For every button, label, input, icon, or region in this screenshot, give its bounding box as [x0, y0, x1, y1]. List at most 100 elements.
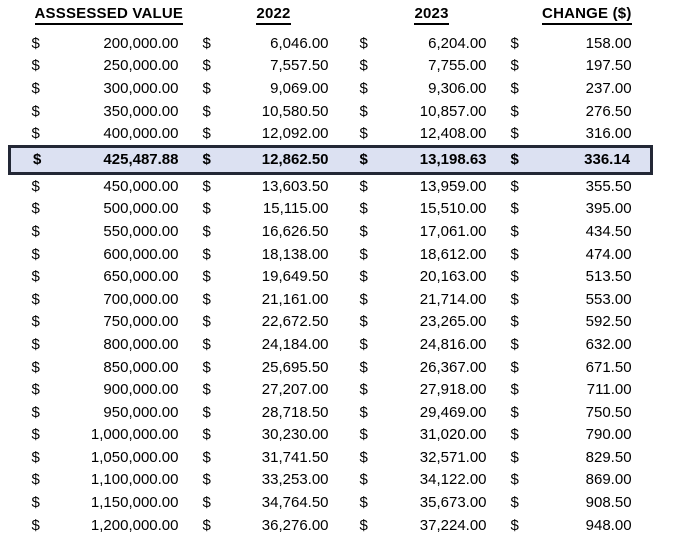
- currency-symbol: $: [31, 313, 40, 331]
- change-cell: 908.50: [585, 494, 632, 512]
- currency-symbol: $: [510, 403, 519, 421]
- currency-symbol: $: [510, 471, 519, 489]
- assessed-cell: 500,000.00: [103, 200, 179, 218]
- assessed-cell: 250,000.00: [103, 57, 179, 75]
- assessed-cell: 400,000.00: [103, 125, 179, 143]
- currency-symbol: $: [510, 381, 519, 399]
- currency-symbol: $: [202, 79, 211, 97]
- table-row: $500,000.00 $15,115.00 $15,510.00 $395.00: [10, 198, 652, 221]
- table-row: $300,000.00 $9,069.00 $9,306.00 $237.00: [10, 77, 652, 100]
- table-row: $800,000.00 $24,184.00 $24,816.00 $632.00: [10, 333, 652, 356]
- y2023-cell: 35,673.00: [419, 494, 487, 512]
- currency-symbol: $: [359, 245, 368, 263]
- y2022-cell: 12,862.50: [216, 144, 329, 175]
- y2022-cell: 18,138.00: [261, 245, 329, 263]
- currency-symbol: $: [359, 79, 368, 97]
- currency-symbol: $: [202, 200, 211, 218]
- assessed-value-tax-table: ASSSESSED VALUE 2022 2023 CHANGE ($) $20…: [8, 5, 654, 537]
- currency-symbol: $: [510, 79, 519, 97]
- change-cell: 276.50: [585, 102, 632, 120]
- currency-symbol: $: [31, 516, 40, 534]
- y2022-cell: 28,718.50: [261, 403, 329, 421]
- table-row: $1,000,000.00 $30,230.00 $31,020.00 $790.00: [10, 424, 652, 447]
- currency-symbol: $: [31, 200, 40, 218]
- currency-symbol: $: [202, 358, 211, 376]
- y2022-cell: 16,626.50: [261, 222, 329, 240]
- y2022-cell: 30,230.00: [261, 426, 329, 444]
- currency-symbol: $: [510, 177, 519, 195]
- currency-symbol: $: [359, 177, 368, 195]
- assessed-cell: 1,000,000.00: [90, 426, 179, 444]
- y2023-cell: 18,612.00: [419, 245, 487, 263]
- currency-symbol: $: [31, 102, 40, 120]
- currency-symbol: $: [178, 144, 217, 175]
- currency-symbol: $: [510, 358, 519, 376]
- y2023-cell: 26,367.00: [419, 358, 487, 376]
- currency-symbol: $: [359, 426, 368, 444]
- table-row: $850,000.00 $25,695.50 $26,367.00 $671.50: [10, 356, 652, 379]
- assessed-cell: 600,000.00: [103, 245, 179, 263]
- y2023-cell: 12,408.00: [419, 125, 487, 143]
- y2023-cell: 7,755.00: [428, 57, 487, 75]
- change-cell: 948.00: [585, 516, 632, 534]
- table-row: $1,100,000.00 $33,253.00 $34,122.00 $869.00: [10, 469, 652, 492]
- currency-symbol: $: [202, 102, 211, 120]
- currency-symbol: $: [202, 290, 211, 308]
- currency-symbol: $: [31, 335, 40, 353]
- highlighted-row: $425,487.88 $12,862.50 $13,198.63 $336.14: [8, 144, 654, 175]
- assessed-cell: 1,200,000.00: [90, 516, 179, 534]
- currency-symbol: $: [31, 290, 40, 308]
- assessed-cell: 425,487.88: [79, 144, 179, 175]
- currency-symbol: $: [359, 290, 368, 308]
- currency-symbol: $: [31, 125, 40, 143]
- currency-symbol: $: [359, 313, 368, 331]
- y2022-cell: 25,695.50: [261, 358, 329, 376]
- currency-symbol: $: [31, 222, 40, 240]
- change-cell: 829.50: [585, 448, 632, 466]
- currency-symbol: $: [202, 516, 211, 534]
- currency-symbol: $: [31, 426, 40, 444]
- y2023-cell: 23,265.00: [419, 313, 487, 331]
- tax-table-sheet: ASSSESSED VALUE 2022 2023 CHANGE ($) $20…: [8, 5, 654, 537]
- currency-symbol: $: [31, 381, 40, 399]
- currency-symbol: $: [202, 335, 211, 353]
- table-row: $1,200,000.00 $36,276.00 $37,224.00 $948.00: [10, 514, 652, 537]
- change-cell: 553.00: [585, 290, 632, 308]
- y2023-cell: 37,224.00: [419, 516, 487, 534]
- currency-symbol: $: [510, 335, 519, 353]
- table-row: $1,150,000.00 $34,764.50 $35,673.00 $908.50: [10, 491, 652, 514]
- currency-symbol: $: [359, 335, 368, 353]
- y2023-cell: 20,163.00: [419, 268, 487, 286]
- currency-symbol: $: [31, 471, 40, 489]
- currency-symbol: $: [359, 268, 368, 286]
- y2023-cell: 24,816.00: [419, 335, 487, 353]
- currency-symbol: $: [31, 494, 40, 512]
- currency-symbol: $: [359, 200, 368, 218]
- table-row: $700,000.00 $21,161.00 $21,714.00 $553.00: [10, 288, 652, 311]
- change-cell: 592.50: [585, 313, 632, 331]
- header-assessed-value: ASSSESSED VALUE: [10, 5, 184, 32]
- y2023-cell: 10,857.00: [419, 102, 487, 120]
- currency-symbol: $: [359, 222, 368, 240]
- currency-symbol: $: [359, 448, 368, 466]
- assessed-cell: 1,100,000.00: [90, 471, 179, 489]
- assessed-cell: 700,000.00: [103, 290, 179, 308]
- y2022-cell: 7,557.50: [270, 57, 329, 75]
- currency-symbol: $: [202, 471, 211, 489]
- currency-symbol: $: [202, 34, 211, 52]
- currency-symbol: $: [202, 494, 211, 512]
- currency-symbol: $: [510, 57, 519, 75]
- y2023-cell: 21,714.00: [419, 290, 487, 308]
- y2023-cell: 32,571.00: [419, 448, 487, 466]
- currency-symbol: $: [510, 268, 519, 286]
- change-cell: 158.00: [585, 34, 632, 52]
- currency-symbol: $: [202, 268, 211, 286]
- change-cell: 355.50: [585, 177, 632, 195]
- y2023-cell: 27,918.00: [419, 381, 487, 399]
- header-assessed-value-label: ASSSESSED VALUE: [34, 5, 184, 25]
- y2023-cell: 13,198.63: [373, 144, 487, 175]
- table-row: $1,050,000.00 $31,741.50 $32,571.00 $829.50: [10, 446, 652, 469]
- y2023-cell: 31,020.00: [419, 426, 487, 444]
- assessed-cell: 1,150,000.00: [90, 494, 179, 512]
- table-row: $450,000.00 $13,603.50 $13,959.00 $355.50: [10, 173, 652, 197]
